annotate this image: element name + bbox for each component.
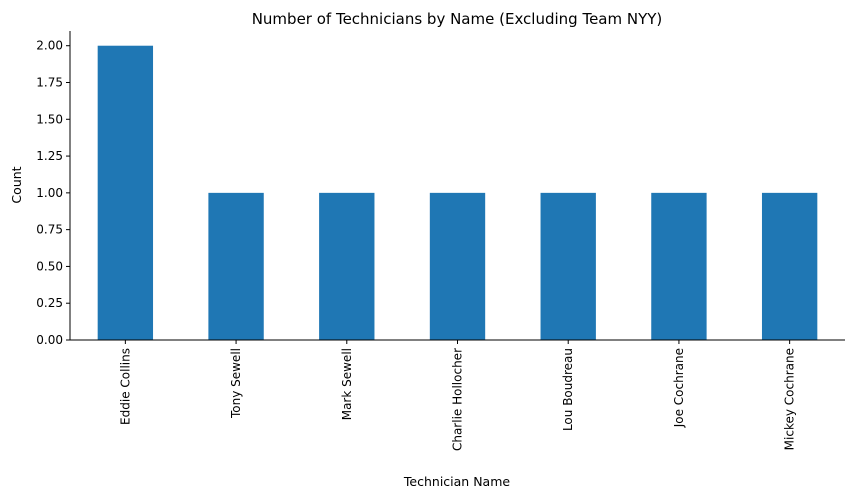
bar-1 <box>208 192 264 340</box>
x-axis: Eddie Collins Tony Sewell Mark Sewell Charl… <box>70 339 845 451</box>
bar-3 <box>429 192 486 340</box>
bar-6 <box>761 192 818 340</box>
x-tick-label: Charlie Hollocher <box>451 348 465 451</box>
x-tick-label: Tony Sewell <box>229 348 243 419</box>
x-tick-label: Lou Boudreau <box>561 348 575 431</box>
bar-4 <box>540 192 596 340</box>
x-axis-label: Technician Name <box>403 474 510 489</box>
y-tick-label: 0.50 <box>36 259 63 273</box>
y-tick-label: 1.75 <box>36 76 63 90</box>
y-tick-label: 0.75 <box>36 223 63 237</box>
bar-2 <box>319 192 375 340</box>
y-tick-label: 1.00 <box>36 186 63 200</box>
chart-title: Number of Technicians by Name (Excluding… <box>252 10 663 28</box>
bars-group <box>97 45 818 340</box>
y-tick-label: 0.25 <box>36 296 63 310</box>
y-tick-label: 0.00 <box>36 333 63 347</box>
x-tick-label: Mark Sewell <box>340 348 354 420</box>
y-tick-label: 1.50 <box>36 112 63 126</box>
y-axis: 0.00 0.25 0.50 0.75 1.00 1.25 1.50 1.75 2.00 <box>36 31 71 347</box>
x-tick-label: Mickey Cochrane <box>783 348 797 450</box>
bar-0 <box>97 45 154 340</box>
x-tick-label: Eddie Collins <box>118 348 132 425</box>
y-tick-label: 2.00 <box>36 39 63 53</box>
y-axis-label: Count <box>9 166 24 203</box>
x-tick-label: Joe Cochrane <box>672 348 686 428</box>
bar-5 <box>651 192 707 340</box>
y-tick-label: 1.25 <box>36 149 63 163</box>
